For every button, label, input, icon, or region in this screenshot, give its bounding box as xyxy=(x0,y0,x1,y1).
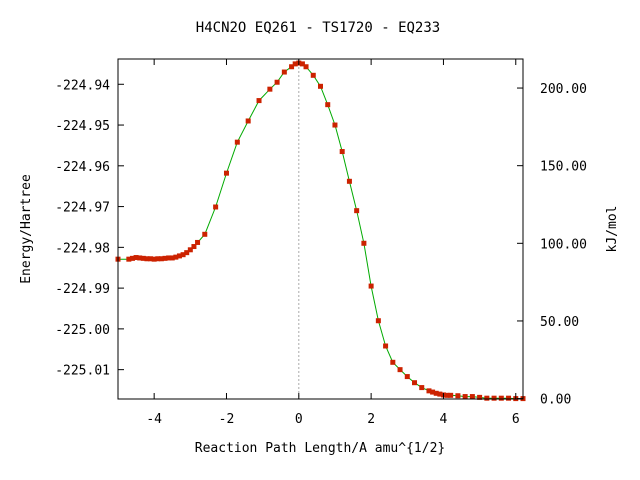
data-point xyxy=(126,256,132,262)
data-point xyxy=(289,64,295,70)
data-point xyxy=(133,255,139,261)
data-point xyxy=(162,255,168,261)
axes: -4 -2 0 2 4 6 -224.94 -224.95 -224.96 -224.97 -224… xyxy=(55,59,587,427)
data-point xyxy=(245,118,251,124)
y-tick-label: -224.98 xyxy=(55,241,110,256)
y2-axis-label: kJ/mol xyxy=(605,206,620,253)
data-point xyxy=(310,72,316,78)
data-point xyxy=(158,256,164,262)
data-point xyxy=(169,255,175,261)
data-point xyxy=(484,395,490,401)
data-point xyxy=(397,367,403,373)
y-tick-label: -224.94 xyxy=(55,78,110,93)
y-tick-label: -225.01 xyxy=(55,364,110,379)
data-point xyxy=(339,149,345,155)
data-point xyxy=(223,170,229,176)
data-point xyxy=(303,64,309,70)
x-tick-label: 6 xyxy=(512,412,520,427)
data-point xyxy=(419,385,425,391)
data-point xyxy=(292,61,298,67)
data-point xyxy=(437,391,443,397)
data-point xyxy=(234,139,240,145)
data-point xyxy=(477,394,483,400)
data-point xyxy=(469,394,475,400)
data-point xyxy=(148,256,154,262)
data-point xyxy=(256,98,262,104)
data-point xyxy=(506,395,512,401)
data-point xyxy=(383,343,389,349)
series-line-0 xyxy=(118,62,523,400)
data-point xyxy=(140,255,146,261)
y2-tick-label: 150.00 xyxy=(540,160,587,175)
data-point xyxy=(195,239,201,245)
data-point xyxy=(444,392,450,398)
y-tick-label: -224.96 xyxy=(55,160,110,175)
data-point xyxy=(404,374,410,380)
x-tick-label: -2 xyxy=(219,412,235,427)
data-point xyxy=(346,178,352,184)
data-point xyxy=(202,231,208,237)
data-point xyxy=(213,204,219,210)
data-point xyxy=(354,208,360,214)
data-point xyxy=(498,395,504,401)
data-point xyxy=(184,250,190,256)
data-point xyxy=(144,256,150,262)
plot-frame xyxy=(117,58,524,400)
y-tick-label: -224.95 xyxy=(55,119,110,134)
data-point xyxy=(361,240,367,246)
data-point xyxy=(448,392,454,398)
data-point xyxy=(187,247,193,253)
data-point xyxy=(180,252,186,258)
data-point xyxy=(318,83,323,89)
y2-tick-label: 50.00 xyxy=(540,315,579,330)
data-point xyxy=(426,388,432,394)
data-point xyxy=(325,102,331,108)
y-axis-label: Energy/Hartree xyxy=(19,174,34,284)
chart-title: H4CN2O EQ261 - TS1720 - EQ233 xyxy=(196,20,440,36)
data-point xyxy=(151,256,157,262)
y-tick-label: -224.99 xyxy=(55,282,110,297)
data-point xyxy=(155,256,161,262)
data-point xyxy=(430,389,436,395)
data-point xyxy=(274,79,280,85)
x-tick-label: -4 xyxy=(146,412,162,427)
data-point xyxy=(332,122,338,128)
data-point xyxy=(455,393,461,399)
data-point xyxy=(176,253,182,259)
plot-area xyxy=(115,59,526,402)
x-tick-label: 0 xyxy=(295,412,303,427)
data-point xyxy=(299,61,305,67)
x-tick-label: 4 xyxy=(440,412,448,427)
data-point xyxy=(129,255,135,261)
data-point xyxy=(191,244,197,250)
data-point xyxy=(166,255,172,261)
y2-tick-label: 0.00 xyxy=(540,393,571,408)
data-point xyxy=(173,254,179,260)
data-point xyxy=(137,255,143,261)
y2-tick-label: 100.00 xyxy=(540,237,587,252)
data-point xyxy=(462,394,468,400)
data-point xyxy=(491,395,497,401)
y-tick-label: -224.97 xyxy=(55,201,110,216)
x-tick-label: 2 xyxy=(367,412,375,427)
data-point xyxy=(375,318,381,324)
y2-tick-label: 200.00 xyxy=(540,82,587,97)
data-point xyxy=(267,86,273,92)
data-point xyxy=(412,380,418,386)
data-point xyxy=(433,390,439,396)
data-point xyxy=(390,359,396,365)
x-axis-label: Reaction Path Length/A amu^{1/2} xyxy=(195,441,445,456)
y-tick-label: -225.00 xyxy=(55,323,110,338)
data-point xyxy=(368,283,374,289)
data-point xyxy=(281,69,287,75)
